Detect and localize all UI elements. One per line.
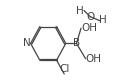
Text: H: H (99, 16, 107, 25)
Text: N: N (23, 38, 31, 48)
Text: O: O (86, 12, 94, 22)
Text: Cl: Cl (59, 64, 69, 74)
Text: OH: OH (86, 54, 102, 64)
Text: OH: OH (81, 23, 97, 33)
Text: H: H (76, 6, 84, 16)
Text: B: B (73, 38, 80, 48)
